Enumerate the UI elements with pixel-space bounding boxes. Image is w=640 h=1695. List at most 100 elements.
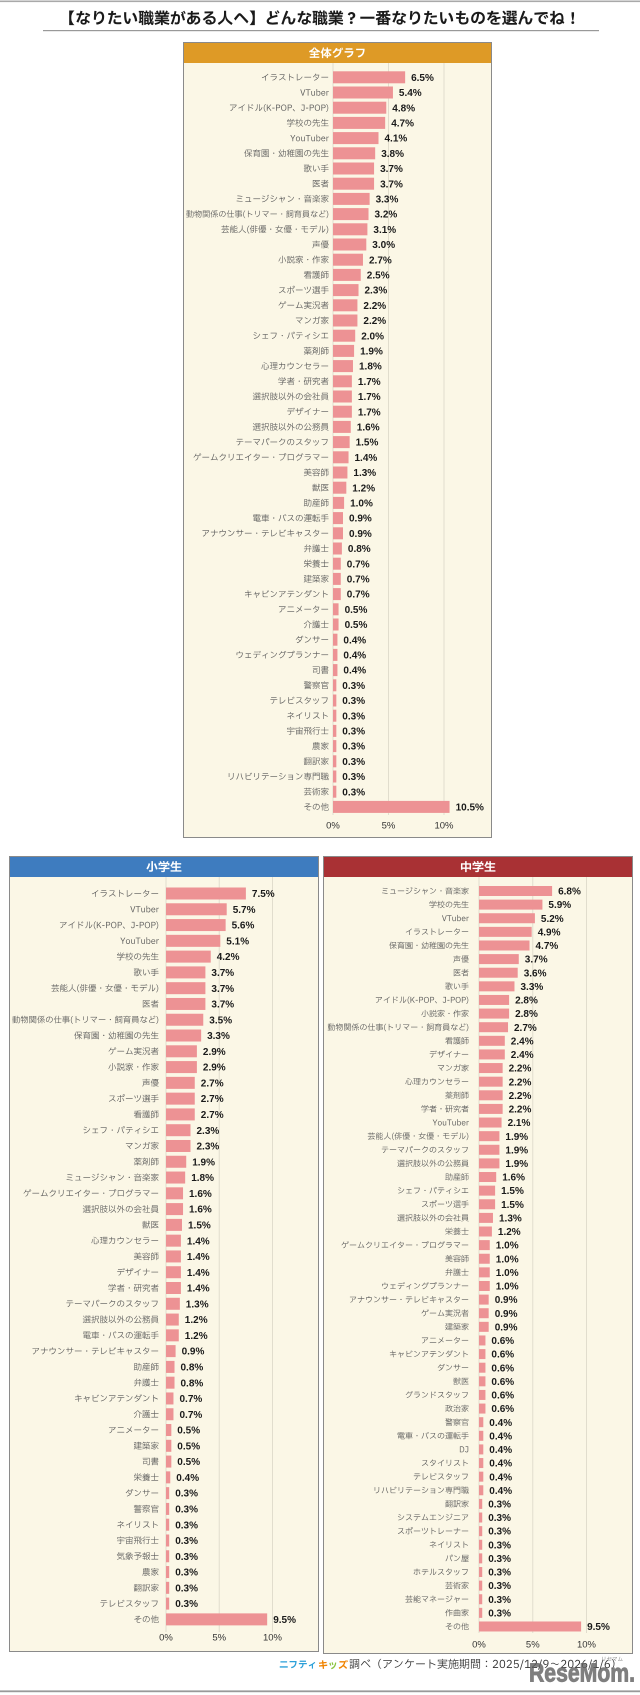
svg-text:5.1%: 5.1% bbox=[226, 936, 249, 947]
svg-text:0.9%: 0.9% bbox=[349, 514, 372, 525]
svg-text:0.3%: 0.3% bbox=[175, 1489, 198, 1500]
svg-text:3.3%: 3.3% bbox=[376, 195, 399, 206]
svg-text:4.2%: 4.2% bbox=[217, 952, 240, 963]
svg-text:0.3%: 0.3% bbox=[342, 727, 365, 738]
svg-text:0.4%: 0.4% bbox=[489, 1431, 512, 1442]
svg-text:5%: 5% bbox=[212, 1632, 226, 1643]
svg-text:0.6%: 0.6% bbox=[491, 1377, 514, 1388]
svg-text:10%: 10% bbox=[263, 1632, 283, 1643]
svg-text:0.3%: 0.3% bbox=[488, 1554, 511, 1565]
svg-text:0%: 0% bbox=[326, 820, 340, 831]
svg-text:0.3%: 0.3% bbox=[342, 696, 365, 707]
svg-text:0.3%: 0.3% bbox=[342, 711, 365, 722]
svg-text:6.5%: 6.5% bbox=[411, 73, 434, 84]
svg-text:7.5%: 7.5% bbox=[252, 889, 275, 900]
svg-text:1.2%: 1.2% bbox=[352, 483, 375, 494]
svg-text:2.3%: 2.3% bbox=[365, 286, 388, 297]
svg-text:1.9%: 1.9% bbox=[192, 1157, 215, 1168]
svg-text:2.2%: 2.2% bbox=[509, 1091, 532, 1102]
svg-text:0.7%: 0.7% bbox=[347, 575, 370, 586]
svg-text:0.4%: 0.4% bbox=[489, 1445, 512, 1456]
svg-text:0.5%: 0.5% bbox=[177, 1457, 200, 1468]
svg-text:2.2%: 2.2% bbox=[363, 301, 386, 312]
svg-text:2.7%: 2.7% bbox=[369, 255, 392, 266]
svg-text:2.4%: 2.4% bbox=[511, 1036, 534, 1047]
svg-text:1.0%: 1.0% bbox=[496, 1254, 519, 1265]
svg-text:0.3%: 0.3% bbox=[175, 1583, 198, 1594]
svg-text:2.8%: 2.8% bbox=[515, 1009, 538, 1020]
svg-text:0.3%: 0.3% bbox=[342, 787, 365, 798]
svg-text:3.5%: 3.5% bbox=[209, 1015, 232, 1026]
svg-text:0.3%: 0.3% bbox=[175, 1599, 198, 1610]
svg-text:3.7%: 3.7% bbox=[525, 955, 548, 966]
svg-text:2.7%: 2.7% bbox=[201, 1094, 224, 1105]
svg-text:1.2%: 1.2% bbox=[185, 1315, 208, 1326]
svg-text:2.8%: 2.8% bbox=[515, 996, 538, 1007]
svg-text:10.5%: 10.5% bbox=[456, 803, 484, 814]
svg-text:ReseMom.: ReseMom. bbox=[529, 1658, 635, 1688]
svg-text:0.3%: 0.3% bbox=[175, 1568, 198, 1579]
svg-text:0.3%: 0.3% bbox=[488, 1513, 511, 1524]
svg-text:4.9%: 4.9% bbox=[538, 928, 561, 939]
svg-text:1.0%: 1.0% bbox=[496, 1282, 519, 1293]
svg-text:0.3%: 0.3% bbox=[342, 757, 365, 768]
svg-text:5.9%: 5.9% bbox=[548, 900, 571, 911]
svg-text:0.9%: 0.9% bbox=[495, 1309, 518, 1320]
svg-text:1.5%: 1.5% bbox=[501, 1200, 524, 1211]
svg-text:3.8%: 3.8% bbox=[381, 149, 404, 160]
svg-text:0%: 0% bbox=[472, 1639, 486, 1650]
svg-text:1.5%: 1.5% bbox=[188, 1221, 211, 1232]
svg-text:1.9%: 1.9% bbox=[505, 1132, 528, 1143]
svg-text:9.5%: 9.5% bbox=[587, 1622, 610, 1633]
svg-text:2.0%: 2.0% bbox=[361, 331, 384, 342]
svg-text:0.5%: 0.5% bbox=[177, 1426, 200, 1437]
svg-text:3.7%: 3.7% bbox=[380, 164, 403, 175]
svg-text:1.0%: 1.0% bbox=[496, 1268, 519, 1279]
svg-text:1.9%: 1.9% bbox=[360, 347, 383, 358]
svg-text:2.4%: 2.4% bbox=[511, 1050, 534, 1061]
svg-text:1.3%: 1.3% bbox=[186, 1299, 209, 1310]
svg-text:2.5%: 2.5% bbox=[367, 271, 390, 282]
svg-text:1.0%: 1.0% bbox=[496, 1241, 519, 1252]
svg-text:0.8%: 0.8% bbox=[181, 1363, 204, 1374]
svg-text:4.7%: 4.7% bbox=[536, 941, 559, 952]
svg-text:1.6%: 1.6% bbox=[189, 1189, 212, 1200]
svg-text:0.4%: 0.4% bbox=[489, 1472, 512, 1483]
svg-text:1.7%: 1.7% bbox=[358, 392, 381, 403]
svg-text:0.9%: 0.9% bbox=[495, 1295, 518, 1306]
svg-text:1.0%: 1.0% bbox=[350, 499, 373, 510]
svg-text:1.7%: 1.7% bbox=[358, 407, 381, 418]
svg-text:0.5%: 0.5% bbox=[345, 605, 368, 616]
svg-text:0.4%: 0.4% bbox=[489, 1459, 512, 1470]
svg-text:0.8%: 0.8% bbox=[348, 544, 371, 555]
svg-text:0%: 0% bbox=[159, 1632, 173, 1643]
svg-text:0.3%: 0.3% bbox=[175, 1505, 198, 1516]
svg-text:1.2%: 1.2% bbox=[498, 1227, 521, 1238]
svg-text:4.8%: 4.8% bbox=[392, 103, 415, 114]
svg-text:0.9%: 0.9% bbox=[349, 529, 372, 540]
svg-text:1.6%: 1.6% bbox=[357, 423, 380, 434]
svg-text:3.1%: 3.1% bbox=[373, 225, 396, 236]
svg-text:0.3%: 0.3% bbox=[175, 1520, 198, 1531]
svg-text:2.2%: 2.2% bbox=[509, 1105, 532, 1116]
svg-text:1.3%: 1.3% bbox=[499, 1214, 522, 1225]
svg-text:1.4%: 1.4% bbox=[187, 1268, 210, 1279]
svg-text:0.3%: 0.3% bbox=[175, 1536, 198, 1547]
svg-text:3.2%: 3.2% bbox=[375, 210, 398, 221]
svg-text:1.8%: 1.8% bbox=[359, 362, 382, 373]
svg-text:0.9%: 0.9% bbox=[182, 1347, 205, 1358]
svg-text:1.3%: 1.3% bbox=[353, 468, 376, 479]
svg-text:5.7%: 5.7% bbox=[233, 905, 256, 916]
svg-text:0.6%: 0.6% bbox=[491, 1391, 514, 1402]
svg-text:1.7%: 1.7% bbox=[358, 377, 381, 388]
svg-text:2.7%: 2.7% bbox=[514, 1023, 537, 1034]
svg-text:9.5%: 9.5% bbox=[273, 1615, 296, 1626]
svg-text:0.5%: 0.5% bbox=[177, 1441, 200, 1452]
svg-text:5.6%: 5.6% bbox=[232, 921, 255, 932]
svg-text:0.3%: 0.3% bbox=[488, 1595, 511, 1606]
svg-text:0.3%: 0.3% bbox=[488, 1609, 511, 1620]
svg-text:0.4%: 0.4% bbox=[489, 1418, 512, 1429]
svg-text:2.7%: 2.7% bbox=[201, 1079, 224, 1090]
svg-text:0.8%: 0.8% bbox=[181, 1378, 204, 1389]
svg-text:2.2%: 2.2% bbox=[363, 316, 386, 327]
